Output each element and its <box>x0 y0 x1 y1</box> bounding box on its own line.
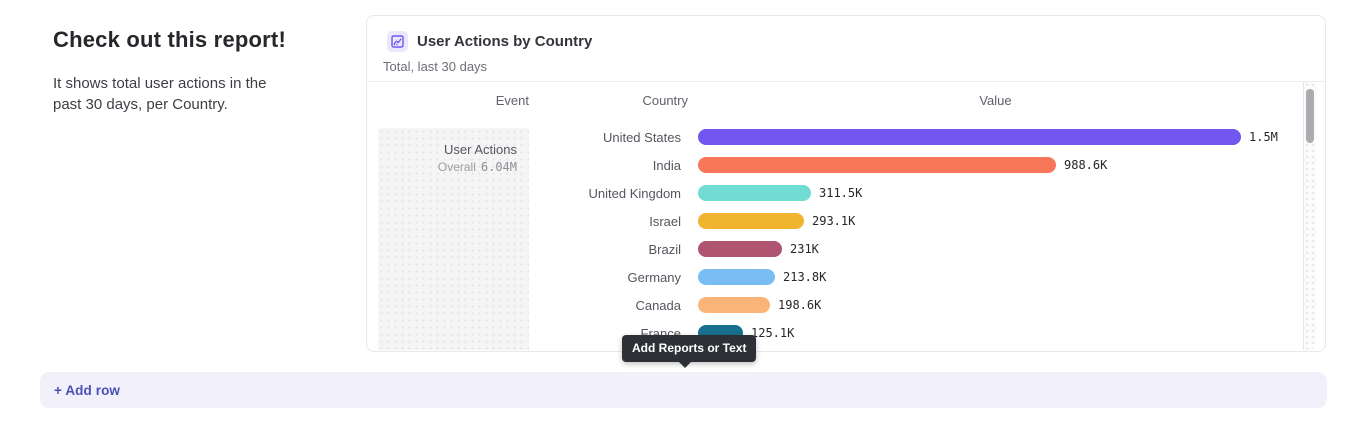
chart-row: Canada 198.6K <box>367 291 1303 319</box>
value-bar[interactable] <box>698 241 782 257</box>
value-label: 125.1K <box>751 326 795 340</box>
report-subtitle: Total, last 30 days <box>383 59 488 74</box>
value-bar[interactable] <box>698 269 775 285</box>
add-row-button[interactable]: + Add row <box>40 372 1327 408</box>
overall-value: 6.04M <box>480 160 517 174</box>
chart-row: Israel 293.1K <box>367 207 1303 235</box>
value-label: 293.1K <box>812 214 856 228</box>
report-title: User Actions by Country <box>417 33 593 50</box>
country-label: Brazil <box>648 241 681 257</box>
value-label: 231K <box>790 242 819 256</box>
country-label: Israel <box>649 213 681 229</box>
country-label: Germany <box>627 269 681 285</box>
value-label: 311.5K <box>819 186 863 200</box>
report-card: User Actions by Country Total, last 30 d… <box>366 15 1326 352</box>
value-label: 198.6K <box>778 298 822 312</box>
country-label: United Kingdom <box>588 185 682 201</box>
scrollbar-thumb[interactable] <box>1306 89 1314 143</box>
event-cell[interactable]: User Actions Overall 6.04M <box>378 128 529 350</box>
add-row-label: + Add row <box>54 382 121 398</box>
report-table: Event Country Value User Actions Overall… <box>367 82 1325 351</box>
chart-row: United Kingdom 311.5K <box>367 179 1303 207</box>
line-chart-icon <box>387 31 408 52</box>
chart-row: United States 1.5M <box>367 123 1303 151</box>
add-reports-tooltip: Add Reports or Text <box>622 335 757 368</box>
column-header-event: Event <box>495 93 529 108</box>
value-bar[interactable] <box>698 129 1241 145</box>
page-description: It shows total user actions in the past … <box>53 75 267 113</box>
page-title: Check out this report! <box>53 27 286 52</box>
country-label: United States <box>602 129 681 145</box>
vertical-scrollbar[interactable] <box>1303 82 1316 350</box>
event-name: User Actions <box>444 142 517 157</box>
value-label: 213.8K <box>783 270 827 284</box>
value-bar[interactable] <box>698 157 1056 173</box>
value-label: 1.5M <box>1249 130 1278 144</box>
value-bar[interactable] <box>698 297 770 313</box>
chart-rows: United States 1.5M India 988.6K United Kingd… <box>367 123 1303 347</box>
table-column-headers: Event Country Value <box>367 82 1303 118</box>
event-overall: Overall 6.04M <box>378 160 517 174</box>
report-card-header: User Actions by Country Total, last 30 d… <box>367 16 1325 82</box>
country-label: India <box>652 157 681 173</box>
chart-row: Germany 213.8K <box>367 263 1303 291</box>
column-header-value: Value <box>979 93 1012 108</box>
chart-row: France 125.1K <box>367 319 1303 347</box>
value-bar[interactable] <box>698 213 804 229</box>
value-label: 988.6K <box>1064 158 1108 172</box>
value-bar[interactable] <box>698 185 811 201</box>
country-label: Canada <box>635 297 681 313</box>
tooltip-label: Add Reports or Text <box>632 341 747 355</box>
overall-label: Overall <box>437 160 476 174</box>
chart-row: India 988.6K <box>367 151 1303 179</box>
chart-row: Brazil 231K <box>367 235 1303 263</box>
column-header-country: Country <box>642 93 688 108</box>
intro-section: Check out this report! It shows total us… <box>53 27 303 115</box>
